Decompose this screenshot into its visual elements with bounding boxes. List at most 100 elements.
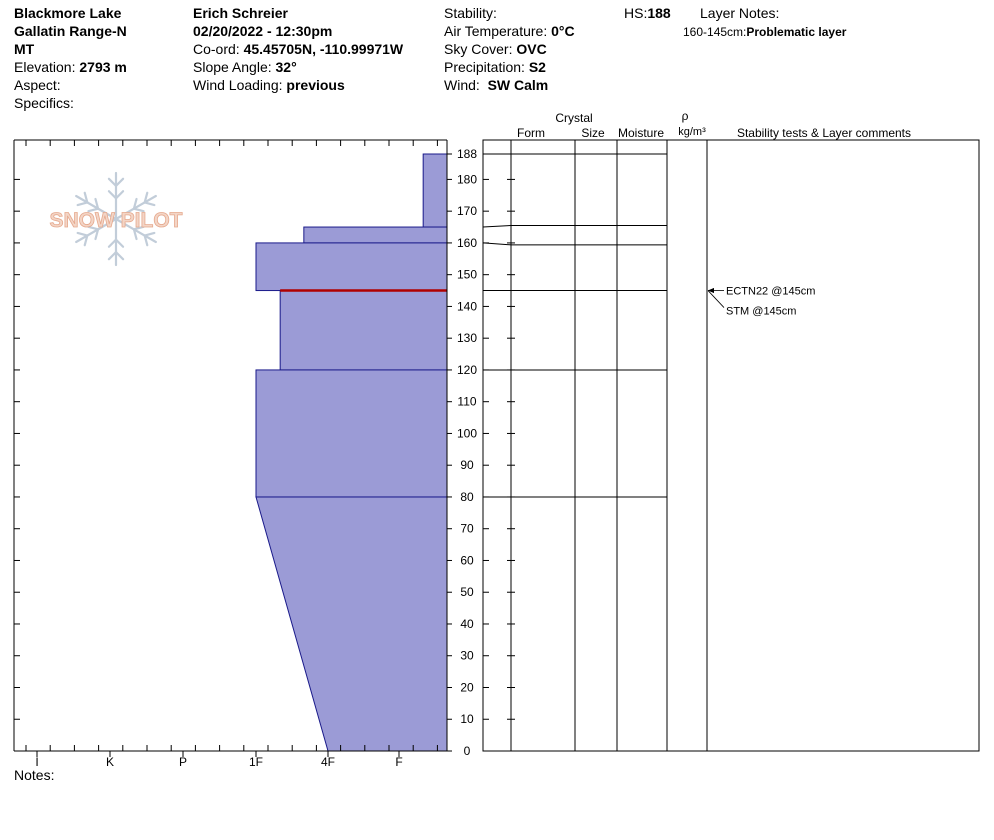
depth-tick-label: 40 (460, 617, 474, 631)
logo-text: SNOW PILOT (50, 209, 183, 232)
location-name: Blackmore Lake (14, 5, 122, 21)
hardness-tick-label: F (395, 755, 402, 769)
mountain-range: Gallatin Range-N (14, 23, 127, 39)
snowflake-branch (143, 191, 149, 204)
snowflake-branch (132, 207, 145, 213)
specifics: Specifics: (14, 95, 74, 111)
hardness-tick-label: 1F (249, 755, 263, 769)
state: MT (14, 41, 35, 57)
depth-tick-label: 50 (460, 585, 474, 599)
layer-note: 160-145cm:Problematic layer (683, 25, 847, 39)
coordinates: Co-ord: 45.45705N, -110.99971W (193, 41, 404, 57)
snowflake-arm (75, 217, 118, 244)
snowpilot-logo: SNOW PILOT (49, 171, 183, 267)
depth-tick-label: 150 (457, 268, 477, 282)
snowflake-branch (87, 207, 100, 213)
air-temperature: Air Temperature: 0°C (444, 23, 575, 39)
snowflake-branch (107, 177, 118, 187)
size-header: Size (581, 126, 605, 140)
snowflake-branch (76, 201, 89, 207)
hardness-tick-label: P (179, 755, 187, 769)
comments-header: Stability tests & Layer comments (737, 126, 911, 140)
snowflake-branch (107, 251, 118, 261)
rho-header: ρ (682, 109, 689, 123)
snowflake-branch (132, 228, 138, 241)
depth-tick-label: 80 (460, 490, 474, 504)
sky-cover: Sky Cover: OVC (444, 41, 547, 57)
stability-tests: ECTN22 @145cm STM @145cm (707, 286, 815, 318)
snowflake-branch (94, 228, 100, 241)
layer-boundary-connector (482, 224, 512, 228)
depth-tick-label: 160 (457, 236, 477, 250)
slope-angle: Slope Angle: 32° (193, 59, 297, 75)
depth-tick-label: 110 (457, 395, 476, 409)
hardness-layer (255, 242, 448, 292)
depth-tick-label: 130 (457, 331, 477, 345)
snowflake-arm (114, 217, 157, 244)
depth-tick-label: 100 (457, 426, 477, 440)
observation-datetime: 02/20/2022 - 12:30pm (193, 23, 333, 39)
snowflake-branch (143, 234, 149, 247)
hardness-axes: I K P 1F 4F F (13, 139, 447, 769)
snowflake-branch (83, 234, 89, 247)
stability: Stability: (444, 5, 497, 21)
snowflake-arm (114, 194, 157, 221)
hardness-layers (255, 153, 448, 752)
snowflake-branch (114, 238, 125, 248)
snowflake-branch (114, 177, 125, 187)
hardness-tick-label: 4F (321, 755, 335, 769)
form-header: Form (517, 126, 545, 140)
hardness-layer (279, 290, 448, 371)
test-arrow-head (708, 288, 714, 294)
layer-notes-label: Layer Notes: (700, 5, 780, 21)
moisture-header: Moisture (618, 126, 664, 140)
snowflake-branch (94, 197, 100, 210)
depth-tick-label: 70 (460, 522, 474, 536)
snowflake-branch (107, 190, 118, 200)
crystal-header: Crystal (555, 111, 592, 125)
hardness-layer (255, 369, 448, 498)
snowflake-branch (143, 231, 156, 237)
snow-height: HS:188 (624, 5, 671, 21)
depth-tick-label: 30 (460, 649, 474, 663)
snowflake-branch (107, 238, 118, 248)
snowflake-branch (76, 231, 89, 237)
hardness-layer (303, 226, 448, 244)
layer-table: 0 10 20 30 40 50 60 70 80 90 100 110 120 130 140 150 160… (446, 139, 980, 758)
snowflake-branch (132, 225, 145, 231)
depth-tick-label: 120 (457, 363, 477, 377)
stability-test-label: ECTN22 @145cm (726, 286, 815, 298)
depth-tick-label: 188 (457, 147, 477, 161)
depth-tick-label: 180 (457, 172, 477, 186)
snowflake-arm (75, 194, 118, 221)
snowflake-branch (87, 225, 100, 231)
hardness-layer (255, 496, 448, 752)
aspect: Aspect: (14, 77, 61, 93)
observer-name: Erich Schreier (193, 5, 288, 21)
wind-loading: Wind Loading: previous (193, 77, 345, 93)
density-unit-header: kg/m³ (678, 126, 706, 138)
layer-boundary-connector (482, 242, 512, 246)
elevation: Elevation: 2793 m (14, 59, 127, 75)
wind: Wind: SW Calm (444, 77, 549, 93)
precipitation: Precipitation: S2 (444, 59, 546, 75)
hardness-layer (422, 153, 448, 228)
snowflake-branch (114, 251, 125, 261)
stability-test-label: STM @145cm (726, 306, 796, 318)
hardness-tick-label: I (35, 755, 38, 769)
snowflake-branch (83, 191, 89, 204)
depth-tick-label: 0 (464, 744, 471, 758)
depth-tick-label: 20 (460, 680, 474, 694)
depth-tick-label: 170 (457, 204, 477, 218)
snowflake-branch (143, 201, 156, 207)
depth-tick-label: 10 (460, 712, 474, 726)
notes-label: Notes: (14, 767, 55, 783)
snowflake-branch (132, 197, 138, 210)
table-frame (482, 139, 980, 752)
depth-tick-label: 90 (460, 458, 474, 472)
depth-tick-label: 140 (457, 299, 477, 313)
test-arrow-line (707, 290, 725, 308)
snowflake-branch (114, 190, 125, 200)
depth-tick-label: 60 (460, 553, 474, 567)
